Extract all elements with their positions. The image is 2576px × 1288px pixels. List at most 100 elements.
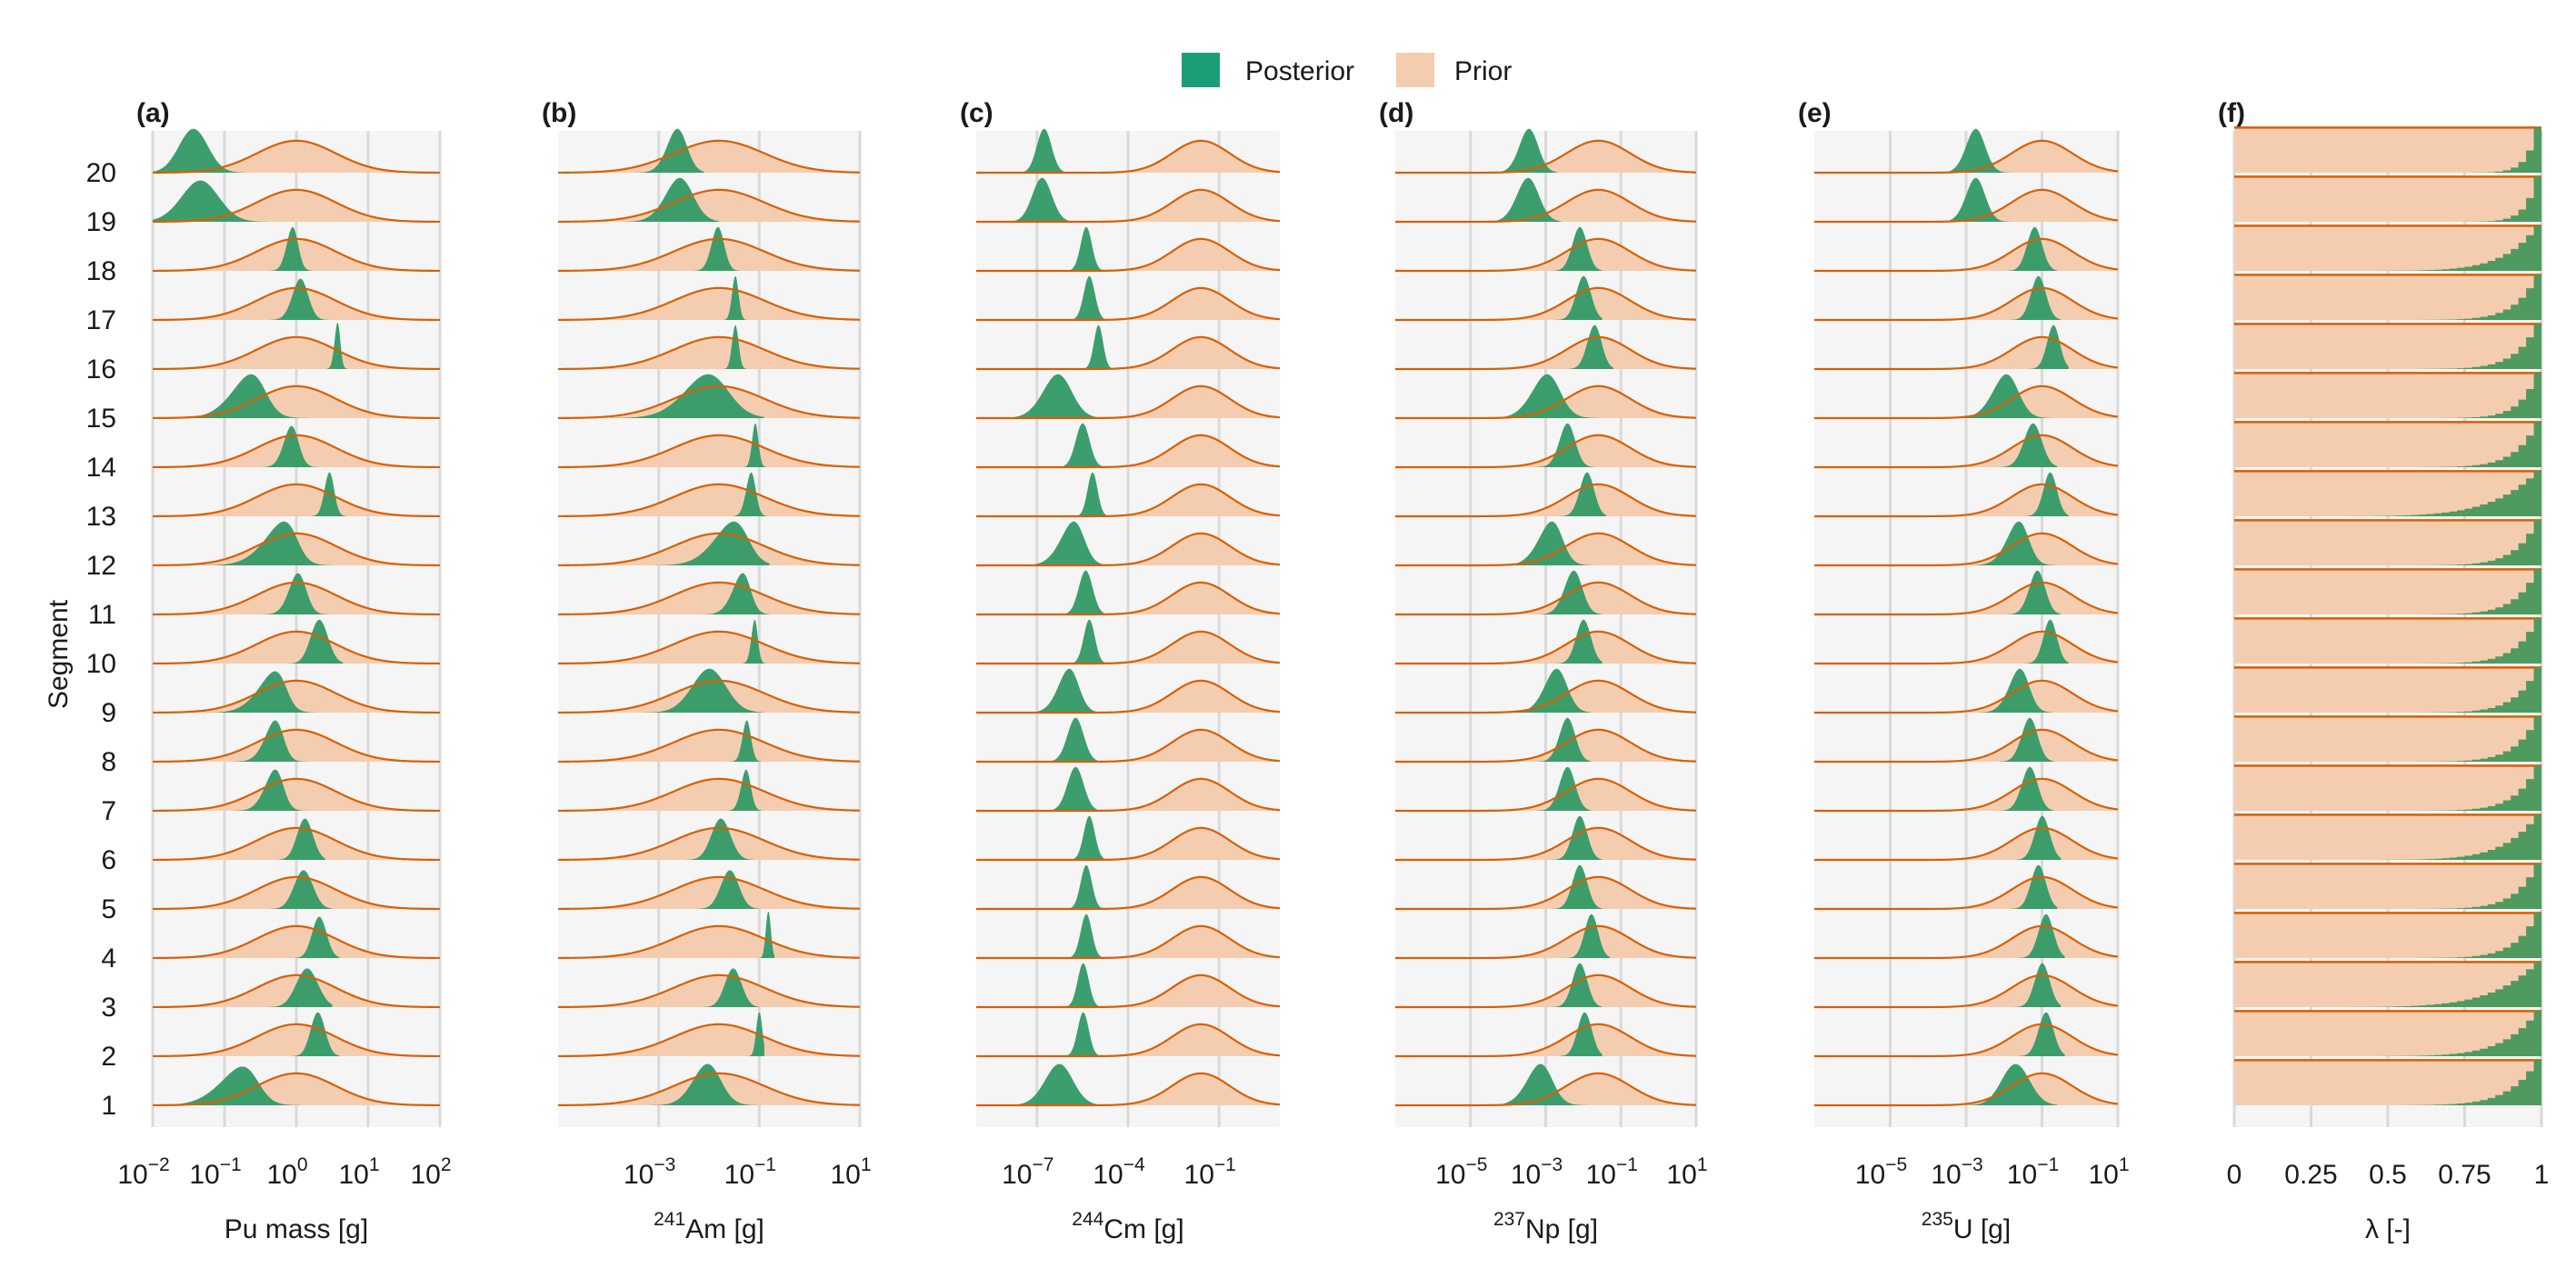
prior-line xyxy=(976,237,1281,273)
prior-uniform xyxy=(2234,1060,2541,1105)
ridge-segment-17 xyxy=(976,275,1281,322)
ridge-segment-13 xyxy=(152,472,441,518)
panel-e: (e) 10−5 10−3 10−1 101 235U [g] xyxy=(1798,98,2130,1244)
prior-line xyxy=(557,188,861,224)
ridge-segment-2 xyxy=(557,1012,861,1058)
posterior-overlap xyxy=(1403,521,1595,565)
posterior-overlap xyxy=(678,818,754,860)
prior-uniform xyxy=(2234,127,2541,173)
ridge-segment-11 xyxy=(2234,568,2541,614)
prior-density xyxy=(976,827,1280,860)
x-tick-label: 100 xyxy=(266,1154,307,1190)
prior-line xyxy=(1395,1023,1697,1058)
ridge-segment-17 xyxy=(557,275,861,322)
ridge-segment-10 xyxy=(1814,619,2119,665)
prior-line xyxy=(152,532,441,567)
ridge-segment-4 xyxy=(976,914,1281,960)
x-tick-label: 0.5 xyxy=(2369,1160,2407,1190)
prior-density xyxy=(558,434,860,467)
posterior-histogram xyxy=(2234,1011,2541,1056)
posterior-overlap xyxy=(1061,963,1101,1007)
prior-uniform xyxy=(2234,864,2541,909)
x-tick-label: 10−1 xyxy=(1184,1154,1236,1190)
prior-density xyxy=(976,140,1280,173)
posterior-histogram xyxy=(2234,814,2541,860)
posterior-overlap xyxy=(1054,423,1104,467)
legend-swatch-prior xyxy=(1396,53,1434,87)
prior-uniform xyxy=(2234,667,2541,713)
prior-line xyxy=(152,826,441,862)
prior-line xyxy=(557,679,861,714)
posterior-histogram xyxy=(2234,667,2541,713)
prior-density xyxy=(558,287,860,320)
y-tick-label: 18 xyxy=(86,256,116,286)
ridge-segment-1 xyxy=(1814,1063,2119,1107)
prior-density xyxy=(976,680,1280,713)
ridge-segment-1 xyxy=(557,1063,861,1107)
posterior-overlap xyxy=(153,521,347,565)
ridge-segment-7 xyxy=(1814,766,2119,813)
posterior-overlap xyxy=(714,275,750,320)
x-tick-label: 10−5 xyxy=(1435,1154,1487,1190)
ridge-segment-20 xyxy=(976,128,1281,175)
panel-tag: (a) xyxy=(136,98,170,128)
ridge-segment-11 xyxy=(557,573,861,616)
prior-line xyxy=(976,875,1281,911)
posterior-overlap xyxy=(994,1063,1104,1105)
prior-line xyxy=(1814,384,2119,420)
posterior-overlap xyxy=(1049,717,1101,762)
posterior-overlap xyxy=(724,423,770,467)
prior-line xyxy=(1814,973,2119,1009)
posterior-overlap xyxy=(608,128,704,173)
prior-line xyxy=(976,483,1281,518)
prior-line xyxy=(152,728,441,764)
prior-line xyxy=(976,1023,1281,1058)
ridge-segment-3 xyxy=(1814,963,2119,1009)
posterior-overlap xyxy=(991,668,1101,713)
prior-line xyxy=(152,483,441,518)
prior-line xyxy=(1395,1072,1697,1107)
posterior-histogram xyxy=(2234,520,2541,565)
prior-line xyxy=(1814,188,2119,224)
prior-density xyxy=(153,336,440,369)
prior-line xyxy=(557,483,861,518)
ridge-segment-9 xyxy=(976,668,1281,714)
ridge-segment-6 xyxy=(1814,815,2119,862)
ridge-segment-15 xyxy=(152,374,441,420)
legend: Posterior Prior xyxy=(1182,53,1512,87)
posterior-overlap xyxy=(153,671,318,713)
panel-b: (b) 10−3 10−1 101 241Am [g] xyxy=(542,98,872,1244)
y-tick-label: 2 xyxy=(101,1042,116,1072)
ridge-segment-4 xyxy=(2234,912,2541,958)
prior-line xyxy=(976,924,1281,960)
posterior-overlap xyxy=(1067,619,1107,664)
prior-line xyxy=(976,384,1281,420)
posterior-histogram xyxy=(2234,1060,2541,1105)
ridge-segment-19 xyxy=(557,177,861,224)
prior-density xyxy=(153,778,440,811)
prior-density xyxy=(976,238,1280,271)
prior-density xyxy=(976,189,1280,222)
prior-line xyxy=(152,630,441,665)
prior-density xyxy=(976,1073,1280,1105)
prior-density xyxy=(976,631,1280,664)
prior-line xyxy=(557,581,861,616)
y-axis-title: Segment xyxy=(44,599,74,709)
prior-density xyxy=(153,1073,440,1105)
prior-line xyxy=(152,777,441,813)
posterior-overlap xyxy=(1523,864,1603,909)
ridge-segment-18 xyxy=(2234,225,2541,271)
prior-density xyxy=(976,925,1280,958)
prior-line xyxy=(152,924,441,960)
ridge-segment-10 xyxy=(152,619,441,665)
prior-line xyxy=(152,286,441,322)
posterior-overlap xyxy=(573,177,720,222)
panel-tag: (d) xyxy=(1379,98,1413,128)
prior-line xyxy=(557,237,861,273)
y-tick-label: 14 xyxy=(86,453,116,483)
ridge-segment-6 xyxy=(2234,814,2541,860)
prior-line xyxy=(152,139,441,175)
prior-line xyxy=(152,335,441,371)
x-tick-label: 101 xyxy=(2088,1154,2129,1190)
